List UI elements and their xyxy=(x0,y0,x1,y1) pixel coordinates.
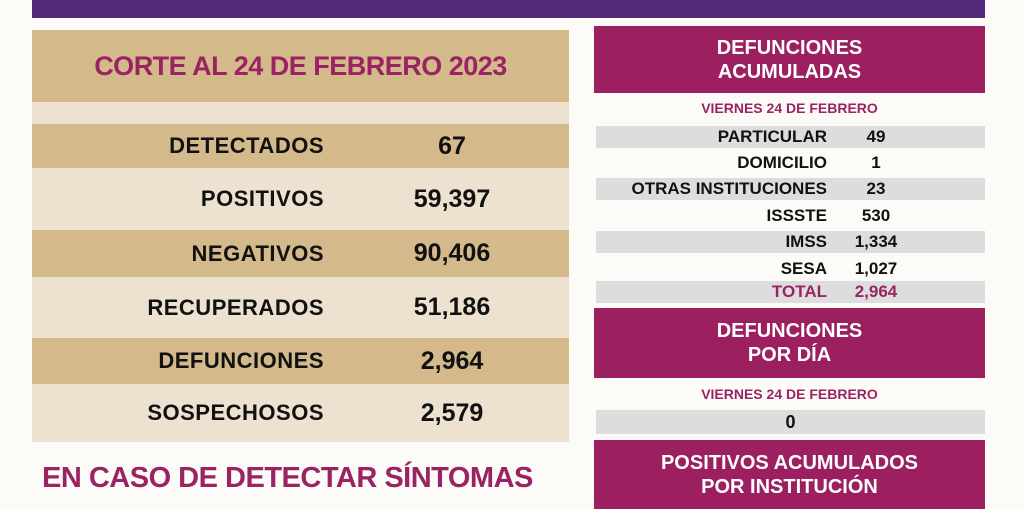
institution-value: 530 xyxy=(861,206,891,225)
institution-row: SESA 1,027 xyxy=(596,258,985,280)
total-label: TOTAL xyxy=(771,282,827,301)
stat-row-recuperados: RECUPERADOS 51,186 xyxy=(32,277,569,338)
institution-row: OTRAS INSTITUCIONES 23 xyxy=(596,178,985,200)
divider-stripe xyxy=(32,102,569,124)
stat-label: DEFUNCIONES xyxy=(158,348,324,373)
institution-label: IMSS xyxy=(785,232,827,251)
stat-row-sospechosos: SOSPECHOSOS 2,579 xyxy=(32,384,569,442)
stat-value: 2,579 xyxy=(420,398,484,427)
stat-row-negativos: NEGATIVOS 90,406 xyxy=(32,230,569,277)
stat-value: 90,406 xyxy=(413,239,491,267)
stat-label: DETECTADOS xyxy=(169,133,324,158)
symptoms-heading: EN CASO DE DETECTAR SÍNTOMAS xyxy=(42,462,533,494)
institution-row: IMSS 1,334 xyxy=(596,231,985,253)
stat-value: 59,397 xyxy=(413,184,491,213)
date-label: VIERNES 24 DE FEBRERO xyxy=(701,386,878,402)
defunciones-acumuladas-header: DEFUNCIONES ACUMULADAS xyxy=(594,26,985,93)
institution-value: 23 xyxy=(866,179,886,198)
header-line: DEFUNCIONES xyxy=(716,36,863,59)
institution-row: DOMICILIO 1 xyxy=(596,152,985,174)
total-value: 2,964 xyxy=(854,282,898,301)
top-banner xyxy=(32,0,985,18)
institution-value: 1,334 xyxy=(854,232,898,251)
header-line: DEFUNCIONES xyxy=(716,320,863,342)
header-line: POR DÍA xyxy=(747,344,832,366)
stat-label: RECUPERADOS xyxy=(147,294,324,320)
stat-label: POSITIVOS xyxy=(200,186,324,211)
daily-deaths-value: 0 xyxy=(596,410,985,434)
total-row: TOTAL 2,964 xyxy=(596,281,985,303)
stat-label: SOSPECHOSOS xyxy=(147,400,324,425)
stat-value: 51,186 xyxy=(413,293,491,321)
institution-label: ISSSTE xyxy=(766,206,827,225)
institution-label: SESA xyxy=(780,259,827,278)
stat-label: NEGATIVOS xyxy=(191,240,324,266)
stat-value: 67 xyxy=(438,131,466,160)
institution-value: 1,027 xyxy=(854,259,898,278)
header-line: POR INSTITUCIÓN xyxy=(701,475,878,498)
stat-row-defunciones: DEFUNCIONES 2,964 xyxy=(32,338,569,384)
institution-value: 49 xyxy=(866,127,886,146)
header-line: POSITIVOS ACUMULADOS xyxy=(660,451,919,474)
positivos-acumulados-header: POSITIVOS ACUMULADOS POR INSTITUCIÓN xyxy=(594,440,985,509)
cutoff-title: CORTE AL 24 DE FEBRERO 2023 xyxy=(32,30,569,102)
institution-value: 1 xyxy=(871,153,881,172)
date-label: VIERNES 24 DE FEBRERO xyxy=(701,100,878,116)
institution-label: OTRAS INSTITUCIONES xyxy=(631,179,827,198)
institution-row: ISSSTE 530 xyxy=(596,205,985,227)
institution-label: DOMICILIO xyxy=(737,153,827,172)
institution-label: PARTICULAR xyxy=(717,127,827,146)
institution-row: PARTICULAR 49 xyxy=(596,126,985,148)
stat-row-detectados: DETECTADOS 67 xyxy=(32,124,569,168)
stat-value: 2,964 xyxy=(420,346,484,375)
header-line: ACUMULADAS xyxy=(717,60,862,83)
defunciones-por-dia-header: DEFUNCIONES POR DÍA xyxy=(594,308,985,378)
stat-row-positivos: POSITIVOS 59,397 xyxy=(32,168,569,230)
